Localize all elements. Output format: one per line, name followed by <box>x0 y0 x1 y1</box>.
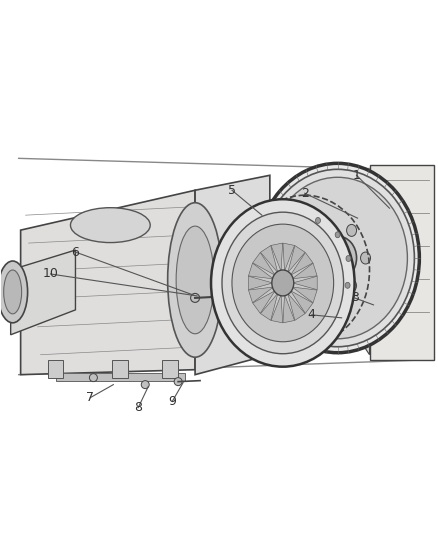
Ellipse shape <box>319 236 357 280</box>
Ellipse shape <box>346 255 351 262</box>
Ellipse shape <box>268 177 407 339</box>
Ellipse shape <box>258 278 264 285</box>
Ellipse shape <box>168 203 223 357</box>
Ellipse shape <box>4 270 21 314</box>
Ellipse shape <box>176 226 214 334</box>
Ellipse shape <box>269 302 274 308</box>
Ellipse shape <box>232 224 334 342</box>
Bar <box>370 165 434 360</box>
Ellipse shape <box>272 270 294 296</box>
Bar <box>56 373 185 381</box>
Text: 5: 5 <box>228 184 236 197</box>
Bar <box>162 360 178 378</box>
Polygon shape <box>261 293 278 320</box>
Text: 2: 2 <box>301 187 309 200</box>
Polygon shape <box>248 276 273 290</box>
Text: 6: 6 <box>71 246 79 259</box>
Polygon shape <box>261 246 278 272</box>
Polygon shape <box>271 295 283 323</box>
Ellipse shape <box>319 224 328 236</box>
Text: 7: 7 <box>86 391 95 404</box>
Polygon shape <box>293 276 317 290</box>
Polygon shape <box>290 290 313 313</box>
Polygon shape <box>292 287 317 303</box>
Ellipse shape <box>292 216 297 222</box>
Polygon shape <box>283 295 295 323</box>
Ellipse shape <box>346 224 357 236</box>
Polygon shape <box>283 243 295 271</box>
Bar <box>48 360 64 378</box>
Text: 3: 3 <box>351 292 359 304</box>
Ellipse shape <box>328 247 346 269</box>
Ellipse shape <box>71 208 150 243</box>
Polygon shape <box>21 190 195 375</box>
Ellipse shape <box>319 280 328 292</box>
Polygon shape <box>11 250 75 335</box>
Ellipse shape <box>345 282 350 288</box>
Ellipse shape <box>261 169 414 347</box>
Polygon shape <box>288 246 305 272</box>
Ellipse shape <box>256 163 419 353</box>
Ellipse shape <box>222 212 343 354</box>
Polygon shape <box>290 253 313 275</box>
Ellipse shape <box>360 252 371 264</box>
Ellipse shape <box>174 378 182 385</box>
Polygon shape <box>195 175 270 375</box>
Text: 9: 9 <box>168 395 176 408</box>
Ellipse shape <box>333 305 338 311</box>
Ellipse shape <box>191 293 200 302</box>
Polygon shape <box>253 253 275 275</box>
Polygon shape <box>292 263 317 279</box>
Ellipse shape <box>289 317 294 322</box>
Polygon shape <box>288 293 305 320</box>
Ellipse shape <box>315 217 321 223</box>
Polygon shape <box>248 263 273 279</box>
Ellipse shape <box>141 381 149 389</box>
Text: 10: 10 <box>42 268 59 280</box>
Polygon shape <box>360 185 370 355</box>
Bar <box>112 360 128 378</box>
Ellipse shape <box>89 374 97 382</box>
Polygon shape <box>248 287 273 303</box>
Text: 8: 8 <box>134 401 142 414</box>
Ellipse shape <box>0 261 28 323</box>
Text: 4: 4 <box>308 309 316 321</box>
Ellipse shape <box>312 318 317 324</box>
Polygon shape <box>271 243 283 271</box>
Ellipse shape <box>335 232 340 238</box>
Polygon shape <box>253 290 275 313</box>
Ellipse shape <box>346 280 357 292</box>
Ellipse shape <box>259 252 265 257</box>
Text: 1: 1 <box>353 169 360 182</box>
Ellipse shape <box>305 252 314 264</box>
Ellipse shape <box>211 199 355 367</box>
Ellipse shape <box>272 229 277 235</box>
